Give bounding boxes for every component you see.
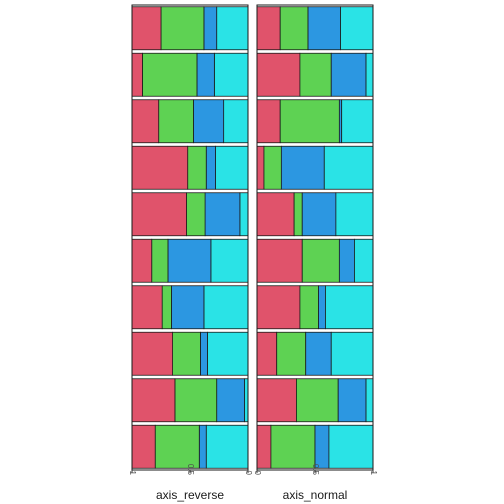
bar-segment-reverse-r2-s1: [213, 52, 249, 97]
bar-segment-normal-r8-s1: [256, 331, 278, 376]
bar-segment-reverse-r6-s3: [151, 238, 169, 283]
bar-segment-reverse-r9-s3: [174, 378, 218, 423]
bar-segment-reverse-r10-s4: [131, 424, 156, 469]
bar-segment-normal-r9-s4: [365, 378, 374, 423]
bar-segment-normal-r3-s4: [341, 99, 374, 144]
bar-segment-normal-r4-s3: [280, 145, 325, 190]
panel-axis-normal: 0 0.5 1: [253, 4, 378, 476]
bar-segment-normal-r1-s3: [307, 6, 341, 51]
bar-segment-normal-r5-s3: [301, 192, 337, 237]
bar-segment-normal-r10-s1: [256, 424, 272, 469]
bar-segment-reverse-r5-s2: [204, 192, 241, 237]
bar-segment-normal-r7-s3: [318, 285, 326, 330]
bar-segment-normal-r7-s2: [299, 285, 319, 330]
bar-segment-normal-r1-s4: [340, 6, 374, 51]
bar-segment-reverse-r7-s1: [203, 285, 249, 330]
bar-segment-normal-r2-s3: [330, 52, 367, 97]
bar-segment-normal-r6-s1: [256, 238, 303, 283]
bar-segment-reverse-r6-s4: [131, 238, 153, 283]
bar-segment-reverse-r2-s2: [196, 52, 215, 97]
bar-segment-normal-r9-s1: [256, 378, 297, 423]
x-tick-label-reverse-2: 0.5: [186, 464, 195, 476]
bar-segment-normal-r7-s1: [256, 285, 301, 330]
x-tick-label-reverse-1: 0: [244, 471, 253, 476]
bar-segment-normal-r3-s2: [279, 99, 340, 144]
bar-segment-normal-r1-s1: [256, 6, 281, 51]
bar-segment-reverse-r5-s1: [239, 192, 249, 237]
bar-segment-normal-r2-s1: [256, 52, 301, 97]
bar-segment-reverse-r7-s3: [161, 285, 172, 330]
bar-segment-normal-r8-s3: [305, 331, 332, 376]
bar-segment-normal-r6-s4: [354, 238, 374, 283]
bar-segment-reverse-r9-s1: [244, 378, 249, 423]
bar-segment-reverse-r10-s1: [205, 424, 249, 469]
x-tick-label-normal-3: 1: [369, 471, 378, 476]
bar-segment-reverse-r4-s3: [187, 145, 207, 190]
bar-segment-normal-r9-s2: [296, 378, 339, 423]
bar-segment-reverse-r2-s3: [142, 52, 198, 97]
x-tick-label-reverse-3: 1: [128, 471, 137, 476]
bar-segment-reverse-r8-s4: [131, 331, 173, 376]
bar-segment-reverse-r1-s4: [131, 6, 162, 51]
bar-segment-reverse-r3-s1: [223, 99, 249, 144]
x-tick-label-normal-2: 0.5: [311, 464, 320, 476]
bar-segment-reverse-r4-s2: [205, 145, 216, 190]
bar-segment-reverse-r6-s2: [167, 238, 212, 283]
bar-segment-reverse-r8-s3: [172, 331, 201, 376]
bar-segment-reverse-r6-s1: [210, 238, 249, 283]
bar-segment-normal-r2-s4: [365, 52, 374, 97]
x-axis-title-normal: axis_normal: [283, 488, 348, 502]
bar-segment-normal-r6-s3: [338, 238, 355, 283]
bar-segment-reverse-r5-s3: [186, 192, 206, 237]
bar-segment-normal-r8-s2: [276, 331, 307, 376]
bar-segment-normal-r7-s4: [325, 285, 374, 330]
bar-segment-normal-r4-s1: [256, 145, 265, 190]
bar-segment-reverse-r9-s2: [216, 378, 245, 423]
bar-segment-reverse-r3-s4: [131, 99, 160, 144]
bar-segment-normal-r6-s2: [301, 238, 340, 283]
bar-segment-reverse-r1-s3: [160, 6, 205, 51]
bar-segment-normal-r3-s1: [256, 99, 281, 144]
bar-segment-reverse-r8-s2: [200, 331, 208, 376]
bar-segment-reverse-r1-s2: [203, 6, 218, 51]
bar-segment-normal-r1-s2: [279, 6, 309, 51]
bar-segment-normal-r4-s4: [323, 145, 374, 190]
panel-axis-reverse: 00.51: [128, 4, 253, 476]
bar-segment-reverse-r2-s4: [131, 52, 143, 97]
bar-segment-normal-r5-s2: [293, 192, 303, 237]
bar-segment-reverse-r5-s4: [131, 192, 187, 237]
bar-segment-normal-r5-s4: [335, 192, 374, 237]
bar-segment-normal-r10-s4: [328, 424, 374, 469]
bar-segment-normal-r4-s2: [263, 145, 282, 190]
bar-segment-reverse-r4-s1: [215, 145, 249, 190]
x-axis-title-reverse: axis_reverse: [156, 488, 224, 502]
bar-segment-reverse-r3-s3: [158, 99, 194, 144]
bar-segment-reverse-r7-s2: [171, 285, 205, 330]
bar-segment-normal-r2-s2: [299, 52, 332, 97]
bar-segment-normal-r10-s3: [314, 424, 330, 469]
bar-segment-normal-r5-s1: [256, 192, 295, 237]
bar-segment-reverse-r9-s4: [131, 378, 176, 423]
x-tick-label-normal-1: 0: [253, 471, 262, 476]
bar-segment-reverse-r1-s1: [216, 6, 249, 51]
bar-segment-reverse-r8-s1: [206, 331, 249, 376]
bar-segment-normal-r9-s3: [337, 378, 367, 423]
bar-segment-reverse-r3-s2: [193, 99, 225, 144]
bar-segment-normal-r10-s2: [270, 424, 316, 469]
bar-segment-reverse-r7-s4: [131, 285, 163, 330]
bar-segment-normal-r8-s4: [330, 331, 374, 376]
bar-segment-reverse-r10-s2: [198, 424, 207, 469]
bar-segment-reverse-r10-s3: [154, 424, 200, 469]
bar-segment-reverse-r4-s4: [131, 145, 189, 190]
